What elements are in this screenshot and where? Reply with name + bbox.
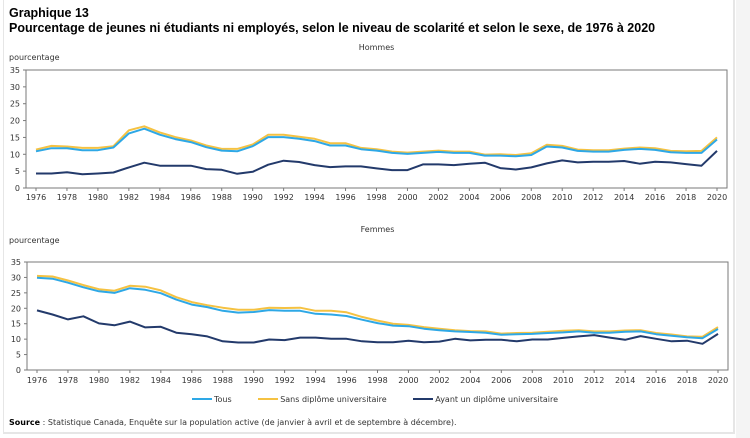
y-axis-label-femmes: pourcentage xyxy=(9,236,60,245)
x-tick-label: 1996 xyxy=(336,376,356,385)
panel-title-femmes: Femmes xyxy=(361,225,395,234)
x-tick-label: 2010 xyxy=(553,376,573,385)
x-tick-label: 2004 xyxy=(460,376,480,385)
x-tick-label: 1984 xyxy=(151,376,171,385)
chart-frame xyxy=(3,0,735,434)
x-tick-label: 2020 xyxy=(708,376,728,385)
x-tick-label: 1994 xyxy=(304,193,324,202)
x-tick-label: 1984 xyxy=(150,193,170,202)
x-tick-label: 2002 xyxy=(429,376,449,385)
x-tick-label: 2006 xyxy=(490,193,510,202)
x-tick-label: 1998 xyxy=(366,193,386,202)
source-note: Source : Statistique Canada, Enquête sur… xyxy=(9,418,457,427)
source-text: Statistique Canada, Enquête sur la popul… xyxy=(47,418,457,427)
series-line-ayant-un-diplome-universitaire-hommes xyxy=(36,150,718,176)
x-tick-label: 1986 xyxy=(182,376,202,385)
x-tick-label: 1982 xyxy=(120,376,140,385)
x-tick-label: 1992 xyxy=(273,193,293,202)
x-tick-label: 1978 xyxy=(58,376,78,385)
y-axis-label-hommes: pourcentage xyxy=(9,53,60,62)
x-tick-label: 1990 xyxy=(244,376,264,385)
source-separator: : xyxy=(40,418,48,427)
x-tick-label: 2012 xyxy=(584,376,604,385)
legend-label-tous: Tous xyxy=(213,394,232,404)
legend-label-sans-diplome: Sans diplôme universitaire xyxy=(280,394,387,404)
y-tick-label: 35 xyxy=(10,66,20,75)
legend-swatch-sans-diplome xyxy=(258,398,279,400)
x-tick-label: 1994 xyxy=(305,376,325,385)
series-line-sans-diplome-universitaire-femmes xyxy=(36,274,719,338)
x-tick-label: 1992 xyxy=(274,376,294,385)
y-tick-label: 25 xyxy=(11,289,21,298)
chart-title: Pourcentage de jeunes ni étudiants ni em… xyxy=(9,21,656,35)
x-tick-label: 2012 xyxy=(583,193,603,202)
y-tick-label: 15 xyxy=(11,320,21,329)
legend-swatch-tous xyxy=(191,398,212,400)
x-tick-label: 2000 xyxy=(397,193,417,202)
y-tick-label: 30 xyxy=(10,83,20,92)
y-tick-label: 20 xyxy=(10,117,20,126)
y-tick-label: 10 xyxy=(10,150,20,159)
x-tick-label: 1980 xyxy=(89,376,109,385)
x-tick-label: 2008 xyxy=(521,193,541,202)
x-tick-label: 1976 xyxy=(27,376,47,385)
x-tick-label: 1998 xyxy=(367,376,387,385)
y-tick-label: 5 xyxy=(16,351,21,360)
x-tick-label: 2004 xyxy=(459,193,479,202)
y-tick-label: 0 xyxy=(16,366,21,375)
series-line-ayant-un-diplome-universitaire-femmes xyxy=(36,309,719,345)
x-tick-label: 1988 xyxy=(212,193,232,202)
chart-number: Graphique 13 xyxy=(9,6,89,20)
y-tick-label: 25 xyxy=(10,100,20,109)
y-tick-label: 20 xyxy=(11,304,21,313)
x-tick-label: 2002 xyxy=(428,193,448,202)
x-tick-label: 1976 xyxy=(26,193,46,202)
plot-area-femmes xyxy=(26,261,729,371)
legend-item-avec-diplome: Ayant un diplôme universitaire xyxy=(413,395,558,404)
legend: Tous Sans diplôme universitaire Ayant un… xyxy=(0,393,750,404)
x-tick-label: 1996 xyxy=(335,193,355,202)
y-tick-label: 35 xyxy=(11,258,21,267)
y-tick-label: 0 xyxy=(15,184,20,193)
legend-item-tous: Tous xyxy=(191,394,232,404)
y-tick-label: 10 xyxy=(11,335,21,344)
x-tick-label: 2008 xyxy=(522,376,542,385)
x-tick-label: 1980 xyxy=(88,193,108,202)
scrollbar[interactable] xyxy=(736,0,750,438)
legend-item-sans-diplome: Sans diplôme universitaire xyxy=(258,395,387,404)
x-tick-label: 1982 xyxy=(119,193,139,202)
legend-label-avec-diplome: Ayant un diplôme universitaire xyxy=(435,394,559,404)
x-tick-label: 2006 xyxy=(491,376,511,385)
x-tick-label: 2018 xyxy=(676,193,696,202)
source-label: Source xyxy=(9,418,41,427)
x-tick-label: 2016 xyxy=(646,376,666,385)
y-tick-label: 5 xyxy=(15,167,20,176)
x-tick-label: 1986 xyxy=(181,193,201,202)
x-tick-label: 2010 xyxy=(552,193,572,202)
series-line-tous-hommes xyxy=(35,127,718,158)
x-tick-label: 2000 xyxy=(398,376,418,385)
x-tick-label: 2014 xyxy=(615,376,635,385)
y-tick-label: 30 xyxy=(11,273,21,282)
x-tick-label: 2014 xyxy=(614,193,634,202)
panel-title-hommes: Hommes xyxy=(359,43,395,52)
x-tick-label: 2020 xyxy=(707,193,727,202)
x-tick-label: 1990 xyxy=(243,193,263,202)
x-tick-label: 2018 xyxy=(677,376,697,385)
legend-swatch-avec-diplome xyxy=(413,398,434,400)
y-tick-label: 15 xyxy=(10,133,20,142)
x-tick-label: 1988 xyxy=(213,376,233,385)
x-tick-label: 1978 xyxy=(57,193,77,202)
x-tick-label: 2016 xyxy=(645,193,665,202)
